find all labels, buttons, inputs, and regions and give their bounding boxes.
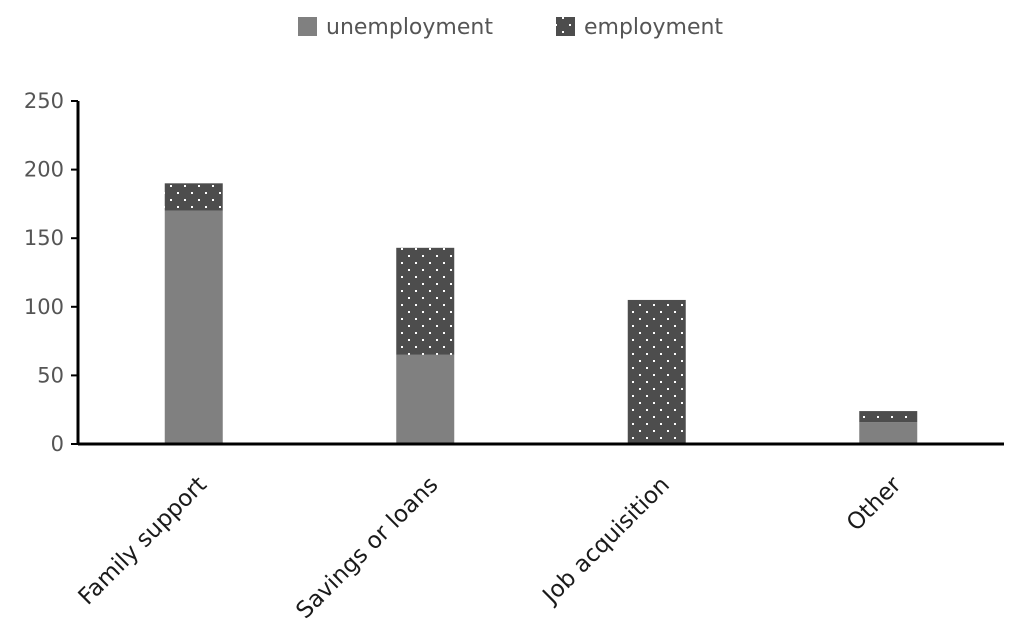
bar-employment-job-acquisition [627,299,686,444]
bar-unemployment-family-support [164,210,223,444]
y-tick-label: 250 [24,89,64,113]
legend-swatch-employment [556,17,575,36]
bar-employment-other [859,411,918,423]
bar-unemployment-other [859,422,918,444]
legend: unemployment employment [298,15,723,40]
bar-employment-family-support [164,183,223,211]
y-axis-ticks: 0 50 100 150 200 250 [24,89,78,456]
y-tick-label: 0 [51,432,64,456]
bars [164,183,918,444]
legend-label-employment: employment [584,15,723,40]
bar-unemployment-savings-or-loans [396,354,455,444]
y-tick-label: 100 [24,295,64,319]
x-category-label: Family support [74,472,212,610]
x-axis-labels: Family support Savings or loans Job acquis… [74,471,907,623]
legend-swatch-unemployment [298,17,317,36]
y-tick-label: 200 [24,158,64,182]
x-category-label: Job acquisition [537,472,675,610]
legend-label-unemployment: unemployment [326,15,493,40]
y-tick-label: 150 [24,226,64,250]
x-category-label: Savings or loans [291,472,443,624]
x-category-label: Other [842,471,907,536]
y-tick-label: 50 [37,363,64,387]
bar-employment-savings-or-loans [396,247,455,355]
